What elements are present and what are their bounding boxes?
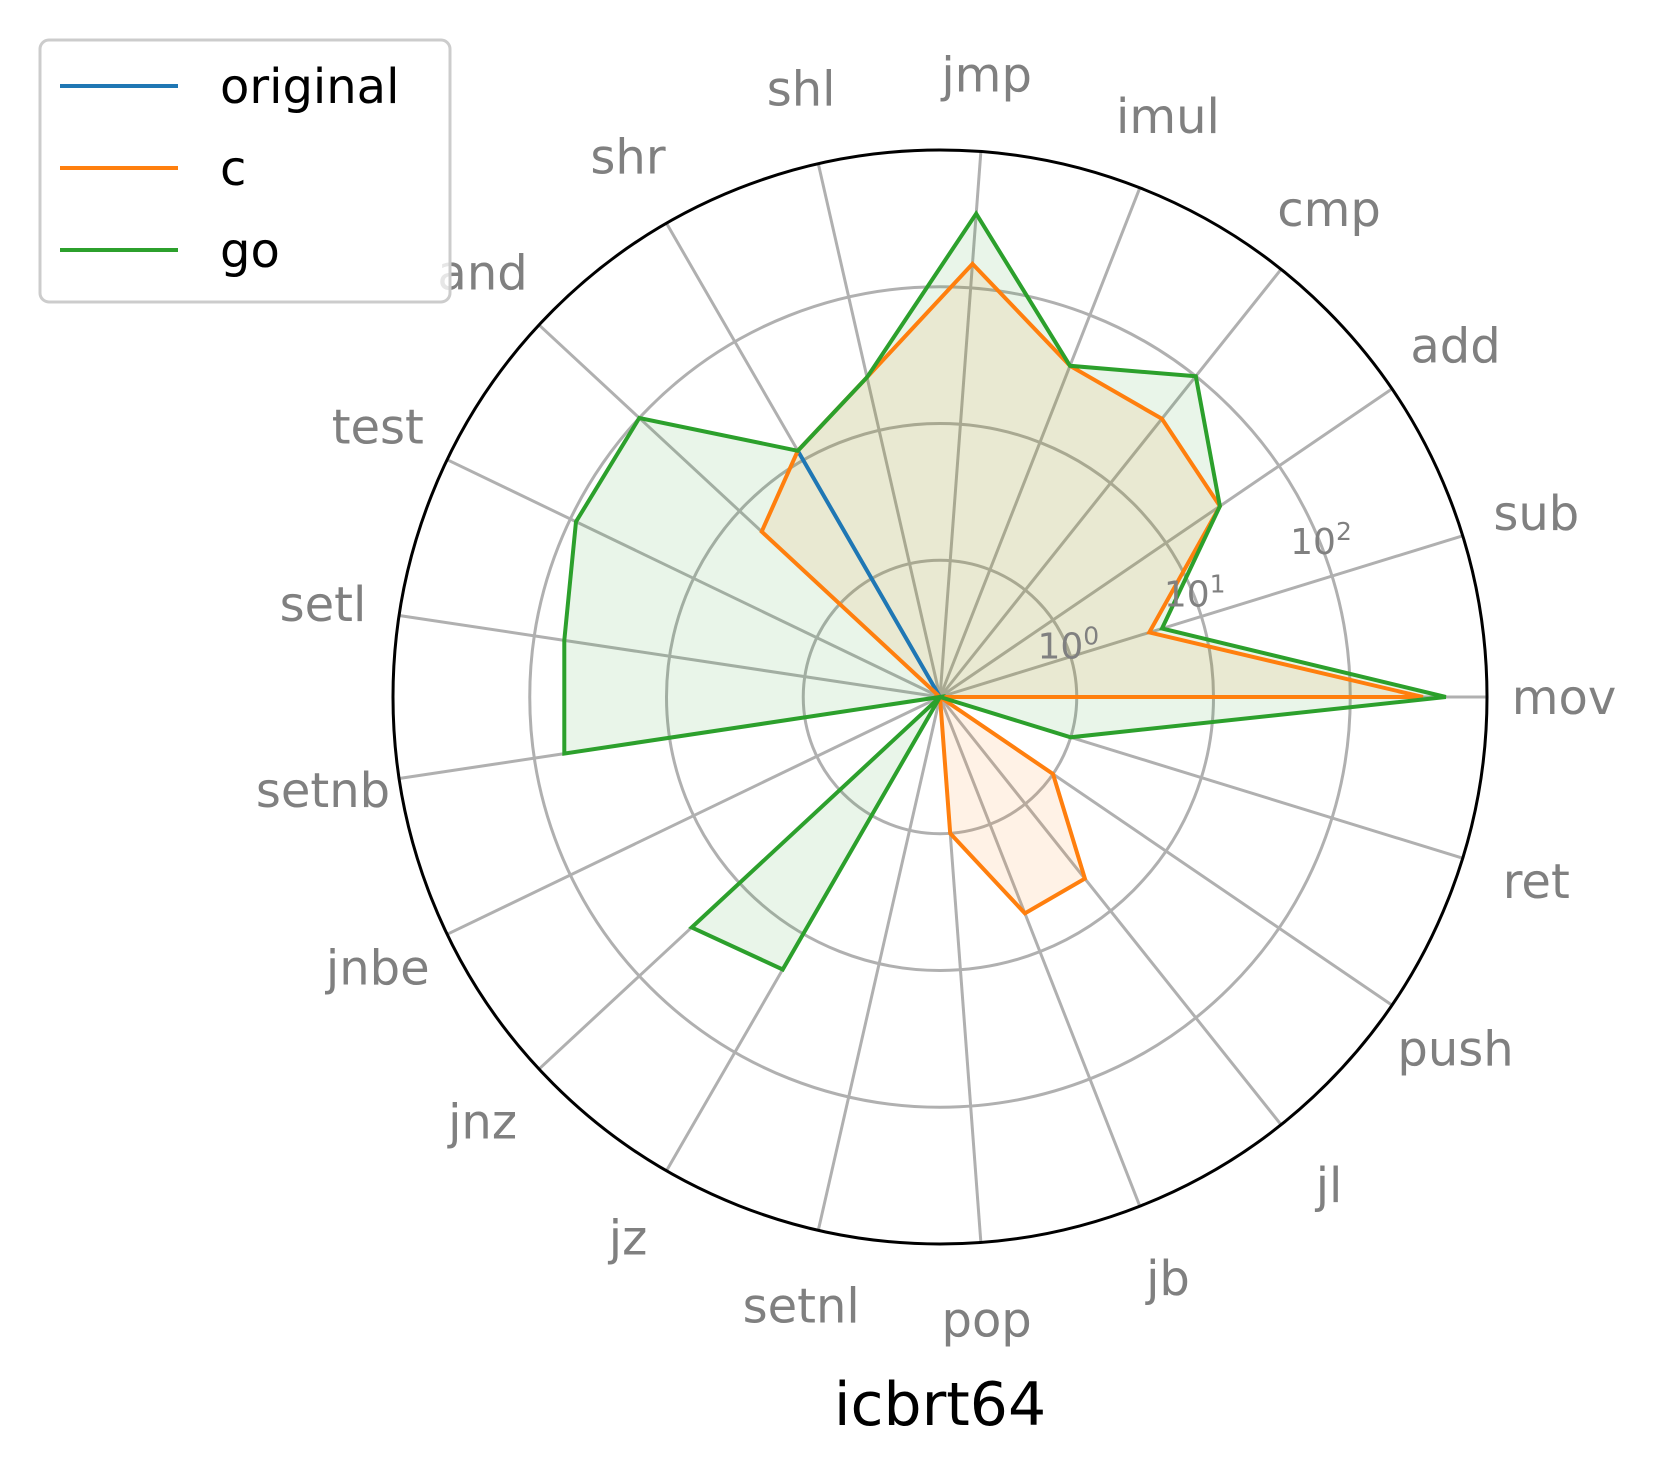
- legend: original c go: [38, 38, 452, 304]
- grid-spoke: [938, 268, 1283, 698]
- category-label-push: push: [1397, 1022, 1513, 1078]
- radial-tick-label: 102: [1290, 517, 1352, 563]
- category-label-jz: jz: [608, 1210, 648, 1266]
- category-label-mov: mov: [1512, 670, 1617, 726]
- legend-label-original: original: [220, 59, 399, 115]
- category-label-jl: jl: [1315, 1158, 1343, 1214]
- grid-spoke: [939, 534, 1464, 699]
- category-label-jnbe: jnbe: [325, 941, 430, 997]
- radial-tick-label: 100: [1037, 622, 1099, 668]
- grid-spoke: [938, 187, 1142, 698]
- category-label-jnz: jnz: [447, 1094, 517, 1150]
- series-line-c: [759, 260, 1424, 916]
- grid-spoke: [816, 163, 942, 698]
- category-label-jb: jb: [1145, 1251, 1190, 1307]
- polar-frame: [391, 148, 1489, 1246]
- grid-spoke: [398, 613, 941, 699]
- category-label-pop: pop: [941, 1292, 1031, 1348]
- grid-spoke: [446, 458, 941, 699]
- series-fills: [564, 213, 1446, 970]
- category-label-and: and: [437, 246, 527, 302]
- radial-tick-label: 101: [1164, 569, 1226, 615]
- legend-frame: [38, 38, 452, 304]
- category-label-jmp: jmp: [940, 48, 1032, 104]
- category-label-test: test: [332, 399, 424, 455]
- category-label-setl: setl: [280, 577, 367, 633]
- grid-spoke: [446, 695, 941, 936]
- legend-label-c: c: [220, 141, 246, 197]
- grid-spoke: [938, 151, 983, 698]
- category-label-add: add: [1410, 318, 1500, 374]
- grid-spoke: [939, 387, 1393, 699]
- series-line-go: [562, 209, 1447, 973]
- grid-spoke: [938, 696, 1142, 1207]
- category-label-cmp: cmp: [1277, 182, 1381, 238]
- category-label-setnb: setnb: [256, 763, 390, 819]
- category-label-shr: shr: [590, 130, 665, 186]
- category-label-sub: sub: [1493, 486, 1579, 542]
- category-label-setnl: setnl: [743, 1278, 860, 1334]
- chart-title: icbrt64: [834, 1370, 1046, 1440]
- series-lines: [562, 209, 1447, 973]
- category-label-shl: shl: [767, 62, 836, 118]
- radial-tick-labels: 100 101 102: [1037, 517, 1351, 668]
- category-label-ret: ret: [1503, 854, 1570, 910]
- series-fill-c: [761, 263, 1423, 914]
- category-label-imul: imul: [1116, 89, 1220, 145]
- series-fill-go: [564, 213, 1446, 970]
- legend-label-go: go: [220, 223, 280, 279]
- grid-spoke: [816, 696, 942, 1231]
- grid-spoke: [938, 696, 1283, 1126]
- category-labels: mov sub add cmp imul jmp shl shr and test setl setn…: [256, 48, 1616, 1349]
